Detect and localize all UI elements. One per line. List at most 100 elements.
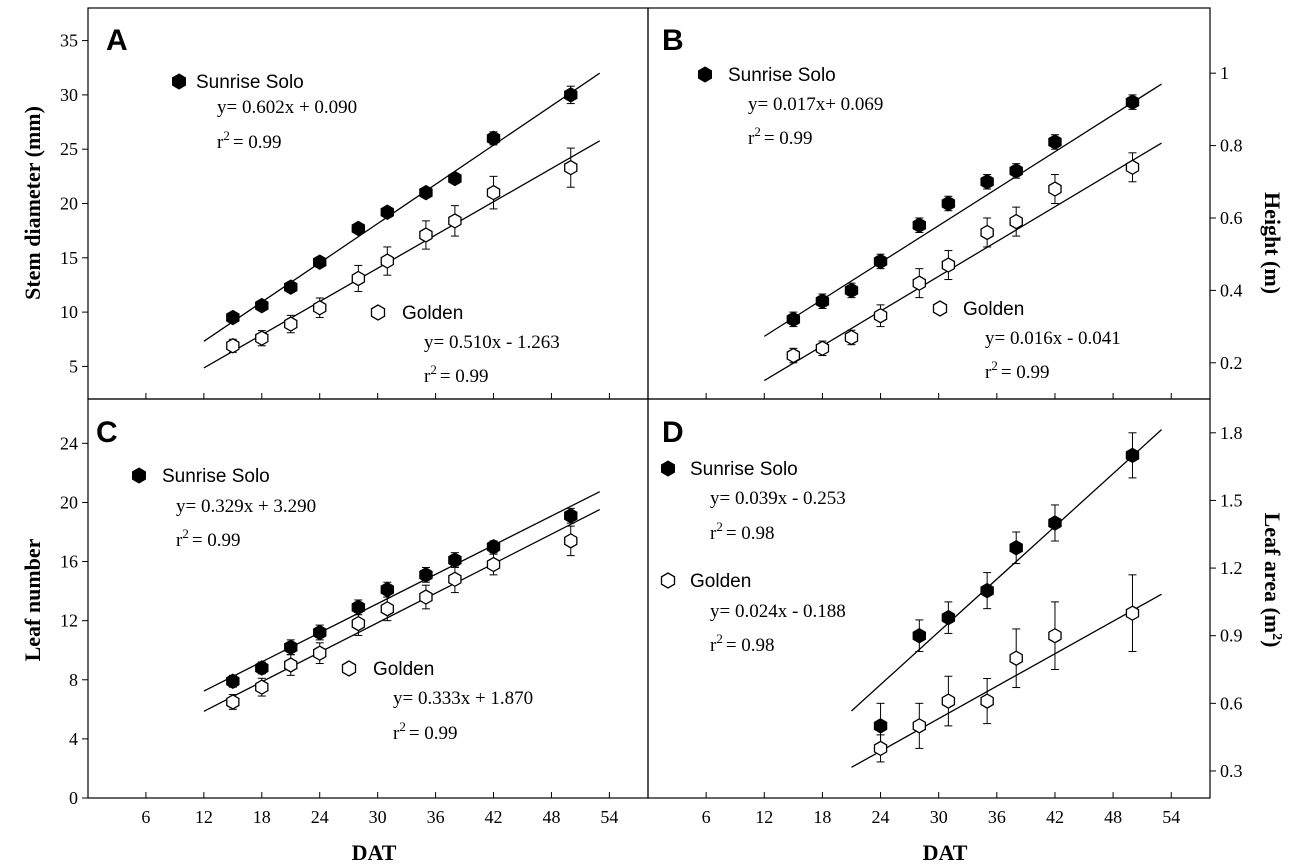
panel-a-golden-point	[226, 338, 240, 354]
panel-a-sunrise-point	[284, 279, 298, 295]
panel-c-golden-point	[313, 645, 327, 661]
panel-c-y-tick-label: 12	[60, 611, 78, 631]
panel-d-golden-point	[980, 693, 994, 709]
panel-b-golden-r2: r2 = 0.99	[985, 358, 1050, 383]
panel-d-x-tick-label: 12	[755, 807, 773, 827]
panel-b-sunrise-point	[844, 282, 859, 299]
panel-d-golden-point	[873, 740, 888, 757]
panel-b-letter: B	[662, 24, 684, 57]
panel-d-plot: 6 12 18 24 30 36 42 48 54 0.3 0.6 0.9 1.2 1.5 1.8	[702, 423, 1243, 827]
panel-c-sunrise-equation: y= 0.329x + 3.290	[176, 496, 316, 517]
panel-c-golden-point	[255, 679, 269, 695]
panel-c-x-tick-label: 30	[369, 807, 387, 827]
panel-c-x-tick-label: 18	[253, 807, 271, 827]
panel-c-x-tick-label: 36	[427, 807, 445, 827]
panel-a-y-tick-label: 30	[60, 85, 78, 105]
panel-d-sunrise-point	[1125, 447, 1140, 464]
panel-c-golden-r2: r2 = 0.99	[393, 719, 458, 744]
panel-c-y-tick-label: 20	[60, 492, 78, 512]
panel-d-y-tick-label: 0.6	[1220, 693, 1243, 713]
panel-c-golden-point	[226, 694, 240, 710]
panel-c-y-axis-title: Leaf number	[20, 538, 45, 661]
panel-a-y-tick-label: 35	[60, 31, 78, 51]
panel-d-golden-point	[1009, 650, 1023, 666]
panel-a-y-tick-label: 10	[60, 302, 78, 322]
panel-c-y-tick-label: 0	[69, 788, 78, 808]
panel-c-sunrise-point	[486, 539, 501, 555]
panel-c-golden-point	[284, 657, 298, 673]
panel-c-sunrise-point	[255, 660, 269, 676]
panel-a-y-axis-title: Stem diameter (mm)	[20, 106, 45, 300]
panel-a-y-tick-label: 5	[69, 356, 78, 376]
panel-d-sunrise-legend-label: Sunrise Solo	[690, 459, 798, 480]
panel-b-sunrise-point	[1048, 134, 1062, 150]
panel-c-golden-equation: y= 0.333x + 1.870	[393, 688, 533, 709]
panel-d-y-axis-title: Leaf area (m2)	[1260, 513, 1285, 648]
right-x-axis-title: DAT	[923, 840, 968, 865]
panel-d-frame	[647, 398, 1211, 799]
panel-a-sunrise-equation: y= 0.602x + 0.090	[217, 97, 357, 118]
panel-c-sunrise-legend-marker	[132, 467, 146, 484]
panel-d-sunrise-point	[980, 582, 994, 599]
panel-a-sunrise-point	[351, 220, 366, 237]
panel-a-golden-point	[448, 213, 462, 229]
panel-d-sunrise-equation: y= 0.039x - 0.253	[710, 488, 846, 509]
panel-c-golden-point	[351, 615, 366, 632]
panel-a-sunrise-legend-marker	[172, 73, 186, 90]
panel-d-golden-legend-label: Golden	[690, 571, 751, 592]
panel-c-sunrise-point	[380, 581, 395, 598]
panel-a-sunrise-point	[313, 254, 327, 270]
panel-b-plot: 0.2 0.4 0.6 0.8 1	[705, 63, 1243, 399]
panel-d-sunrise-point	[873, 718, 888, 734]
panel-d-golden-point	[1048, 627, 1062, 644]
panel-d-y-tick-label: 0.9	[1220, 626, 1243, 646]
panel-c-sunrise-legend-label: Sunrise Solo	[162, 466, 270, 487]
panel-a-sunrise-fit-line	[203, 72, 601, 342]
panel-d-sunrise-point	[1009, 540, 1023, 556]
panel-a-sunrise-r2: r2 = 0.99	[217, 128, 282, 153]
panel-c-sunrise-point	[448, 552, 462, 568]
panel-d-sunrise-fit-line	[851, 429, 1162, 712]
panel-b-golden-point	[786, 347, 801, 364]
panel-a-sunrise-point	[255, 297, 269, 314]
panel-d-y-tick-label: 1.2	[1220, 558, 1243, 578]
panel-a-golden-fit-line	[203, 140, 601, 369]
panel-b-sunrise-point	[941, 195, 956, 212]
panel-b-golden-legend-marker	[932, 300, 948, 317]
panel-c-golden-fit-line	[203, 508, 601, 712]
panel-d-golden-point	[1125, 605, 1140, 621]
panel-c-golden-point	[486, 556, 501, 573]
panel-b-golden-point	[941, 257, 956, 273]
panel-d-x-tick-label: 24	[872, 807, 890, 827]
panel-c-y-tick-label: 8	[69, 670, 78, 690]
panel-b-sunrise-point	[873, 253, 888, 270]
panel-a-y-tick-label: 15	[60, 248, 78, 268]
panel-b-golden-point	[873, 307, 888, 324]
panel-b-sunrise-legend-marker	[698, 66, 712, 83]
panel-d-y-tick-label: 0.3	[1220, 761, 1243, 781]
panel-d-sunrise-point	[912, 627, 927, 644]
panel-a-letter: A	[106, 24, 128, 57]
panel-c-sunrise-fit-line	[203, 491, 601, 692]
panel-d-golden-legend-marker	[660, 572, 676, 589]
panel-c-golden-point	[380, 601, 395, 617]
panel-a-golden-point	[313, 300, 327, 316]
panel-c-letter: C	[96, 416, 118, 449]
panel-a-sunrise-point	[486, 130, 501, 147]
panel-c-y-tick-label: 4	[69, 729, 78, 749]
panel-d-sunrise-point	[1048, 515, 1062, 531]
panel-a-sunrise-point	[419, 184, 433, 201]
panel-a-golden-point	[351, 270, 366, 287]
panel-d-golden-point	[912, 718, 927, 734]
panel-a-plot: 5 10 15 20 25 30 35	[60, 31, 610, 399]
panel-a-sunrise-point	[564, 87, 578, 103]
panel-d-x-tick-label: 6	[702, 807, 711, 827]
panel-b-golden-equation: y= 0.016x - 0.041	[985, 328, 1121, 349]
panel-c-x-tick-label: 12	[195, 807, 213, 827]
panel-a-golden-point	[419, 227, 433, 243]
panel-b-golden-fit-line	[763, 142, 1162, 382]
panel-a-golden-point	[284, 316, 298, 332]
panel-b-y-tick-label: 0.8	[1220, 136, 1243, 156]
panel-c-x-tick-label: 6	[141, 807, 150, 827]
